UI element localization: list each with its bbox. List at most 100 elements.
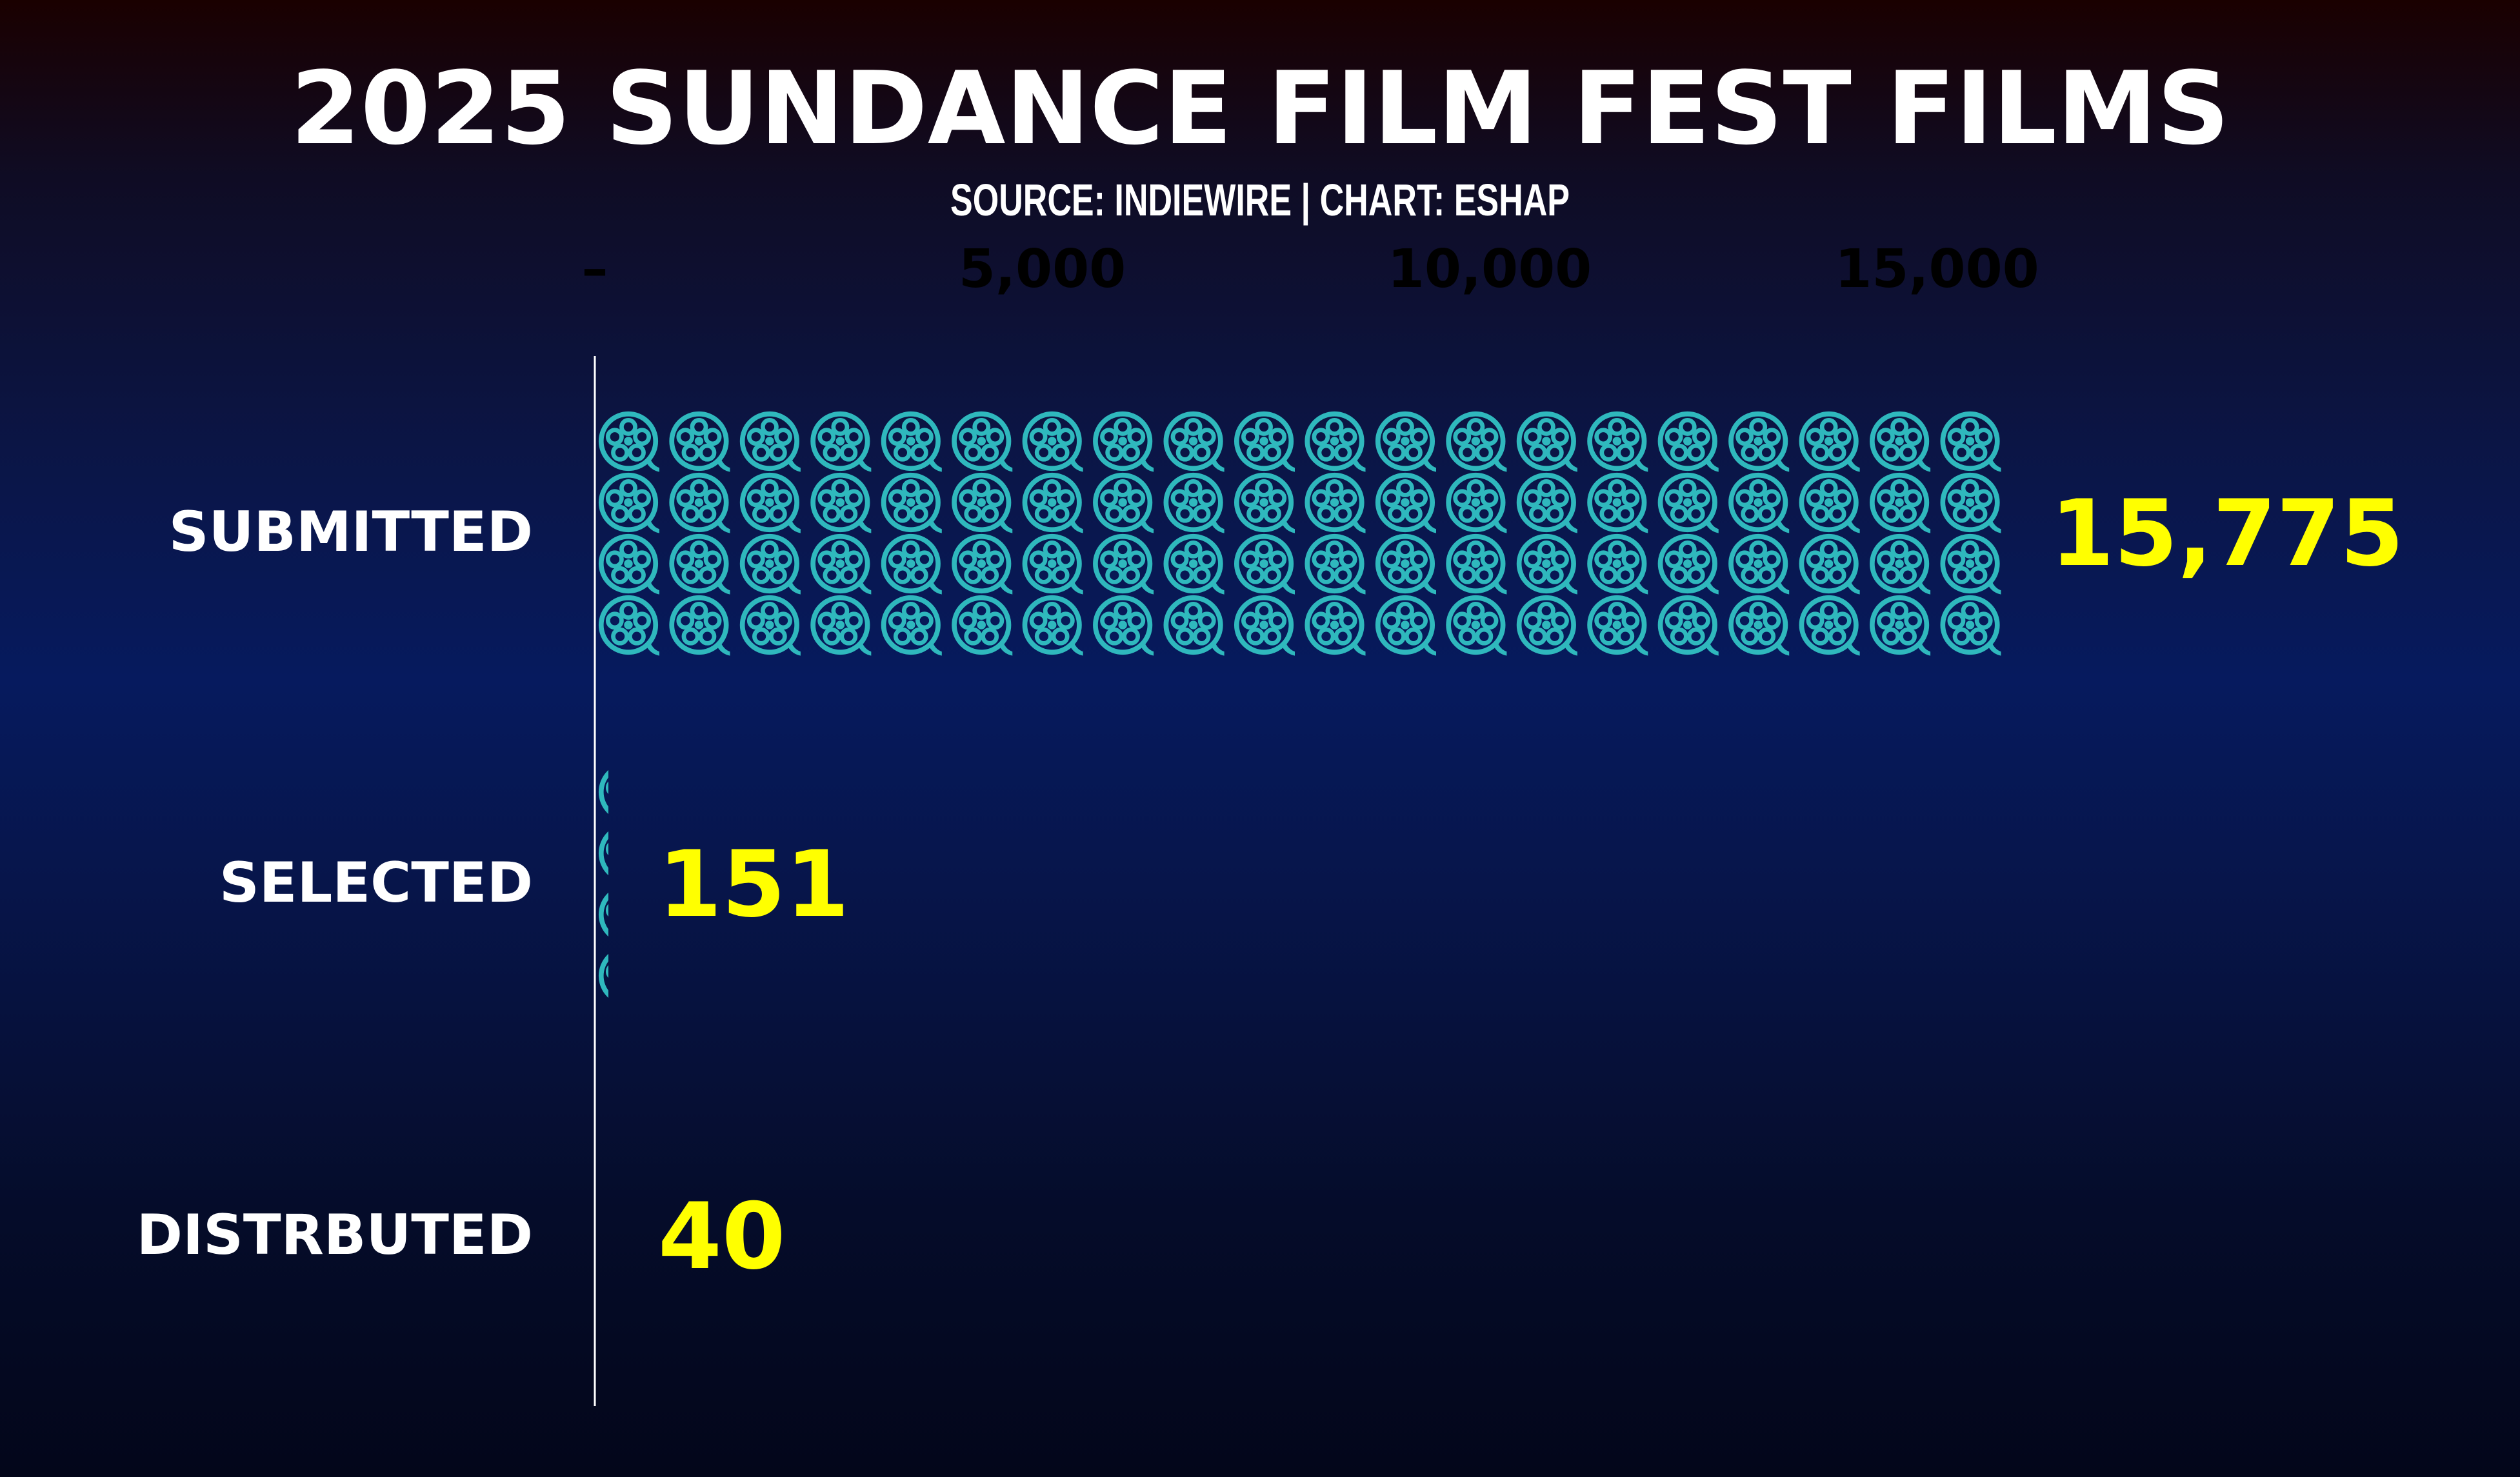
film-reel-icon: [1166, 475, 1232, 533]
film-reel-icon: [1590, 475, 1655, 533]
film-reel-icon: [743, 414, 808, 472]
film-reel-icon: [1801, 537, 1867, 595]
film-reel-icon: [672, 598, 737, 656]
film-reel-icon: [601, 414, 667, 472]
film-reel-icon: [1943, 537, 2008, 595]
bar-submitted: [601, 414, 2008, 656]
film-reel-icon: [1519, 414, 1585, 472]
film-reel-icon: [1025, 414, 1090, 472]
film-reel-icon: [1872, 598, 1938, 656]
film-reel-icon: [1731, 475, 1797, 533]
film-reel-icon: [743, 537, 808, 595]
category-label: DISTRBUTED: [137, 1203, 533, 1267]
film-reel-icon: [1590, 537, 1655, 595]
film-reel-icon: [954, 537, 1020, 595]
film-reel-icon: [601, 1178, 667, 1236]
film-reel-icon: [1307, 537, 1373, 595]
film-reel-icon: [1872, 475, 1938, 533]
film-reel-icon: [954, 475, 1020, 533]
x-tick-label: 15,000: [1835, 239, 2039, 300]
film-reel-icon: [1519, 537, 1585, 595]
film-reel-icon: [813, 537, 879, 595]
value-label: 151: [658, 831, 849, 938]
x-axis-ticks: – 5,000 10,000 15,000: [582, 239, 2039, 300]
category-label: SELECTED: [219, 851, 533, 915]
x-tick-label: –: [582, 239, 608, 300]
film-reel-icon: [1237, 598, 1303, 656]
film-reel-icon: [954, 598, 1020, 656]
value-label: 15,775: [2050, 481, 2404, 587]
film-reel-icon: [813, 598, 879, 656]
film-reel-icon: [601, 598, 667, 656]
film-reel-icon: [1943, 475, 2008, 533]
x-tick-label: 10,000: [1388, 239, 1592, 300]
film-reel-icon: [1801, 414, 1867, 472]
film-reel-icon: [672, 475, 737, 533]
film-reel-icon: [1731, 414, 1797, 472]
film-reel-icon: [1307, 598, 1373, 656]
film-reel-icon: [601, 765, 667, 823]
film-reel-icon: [813, 414, 879, 472]
film-reel-icon: [1661, 475, 1726, 533]
film-reel-icon: [1378, 475, 1444, 533]
film-reel-icon: [1872, 537, 1938, 595]
film-reel-icon: [813, 475, 879, 533]
film-reel-icon: [601, 475, 667, 533]
film-reel-icon: [601, 826, 667, 884]
film-reel-icon: [743, 598, 808, 656]
film-reel-icon: [1095, 475, 1161, 533]
film-reel-icon: [1237, 475, 1303, 533]
film-reel-icon: [1661, 414, 1726, 472]
film-reel-icon: [1025, 598, 1090, 656]
bar-selected: [601, 765, 667, 1007]
film-reel-icon: [1095, 537, 1161, 595]
film-reel-icon: [601, 887, 667, 946]
film-reel-icon: [1519, 598, 1585, 656]
film-reel-icon: [1307, 475, 1373, 533]
film-reel-icon: [1166, 537, 1232, 595]
film-reel-icon: [884, 598, 950, 656]
bar-distrbuted: [601, 1117, 667, 1359]
film-reel-icon: [1448, 475, 1514, 533]
film-reel-icon: [601, 1301, 667, 1359]
film-reel-icon: [1237, 537, 1303, 595]
film-reel-icon: [954, 414, 1020, 472]
film-reel-icon: [1237, 414, 1303, 472]
film-reel-icon: [884, 475, 950, 533]
film-reel-icon: [1378, 537, 1444, 595]
film-reel-icon: [1872, 414, 1938, 472]
film-reel-icon: [1448, 414, 1514, 472]
film-reel-icon: [1166, 598, 1232, 656]
film-reel-icon: [1378, 414, 1444, 472]
value-labels: 15,775 151 40: [658, 481, 2404, 1290]
film-reel-icon: [1590, 598, 1655, 656]
category-label: SUBMITTED: [169, 500, 533, 564]
film-reel-icon: [1661, 598, 1726, 656]
film-reel-icon: [1025, 537, 1090, 595]
film-reel-icon: [884, 537, 950, 595]
film-reel-icon: [1801, 598, 1867, 656]
film-reel-icon: [1095, 414, 1161, 472]
film-reel-icon: [1448, 537, 1514, 595]
film-reel-icon: [1801, 475, 1867, 533]
film-reel-icon: [1307, 414, 1373, 472]
category-labels: SUBMITTED SELECTED DISTRBUTED: [137, 500, 533, 1267]
film-reel-icon: [672, 537, 737, 595]
film-reel-icon: [1448, 598, 1514, 656]
film-reel-icon: [1943, 598, 2008, 656]
film-reel-icon: [601, 1117, 667, 1175]
film-reel-icon: [1943, 414, 2008, 472]
film-reel-icon: [1378, 598, 1444, 656]
film-reel-icon: [601, 949, 667, 1007]
value-label: 40: [658, 1184, 786, 1290]
film-reel-icon: [743, 475, 808, 533]
film-reel-icon: [1519, 475, 1585, 533]
film-reel-icon: [672, 414, 737, 472]
chart-subtitle: SOURCE: INDIEWIRE | CHART: ESHAP: [950, 175, 1570, 226]
film-reel-icon: [1025, 475, 1090, 533]
film-reel-icon: [1731, 537, 1797, 595]
film-reel-icon: [1731, 598, 1797, 656]
film-reel-icon: [1590, 414, 1655, 472]
film-reel-icon: [601, 1240, 667, 1298]
